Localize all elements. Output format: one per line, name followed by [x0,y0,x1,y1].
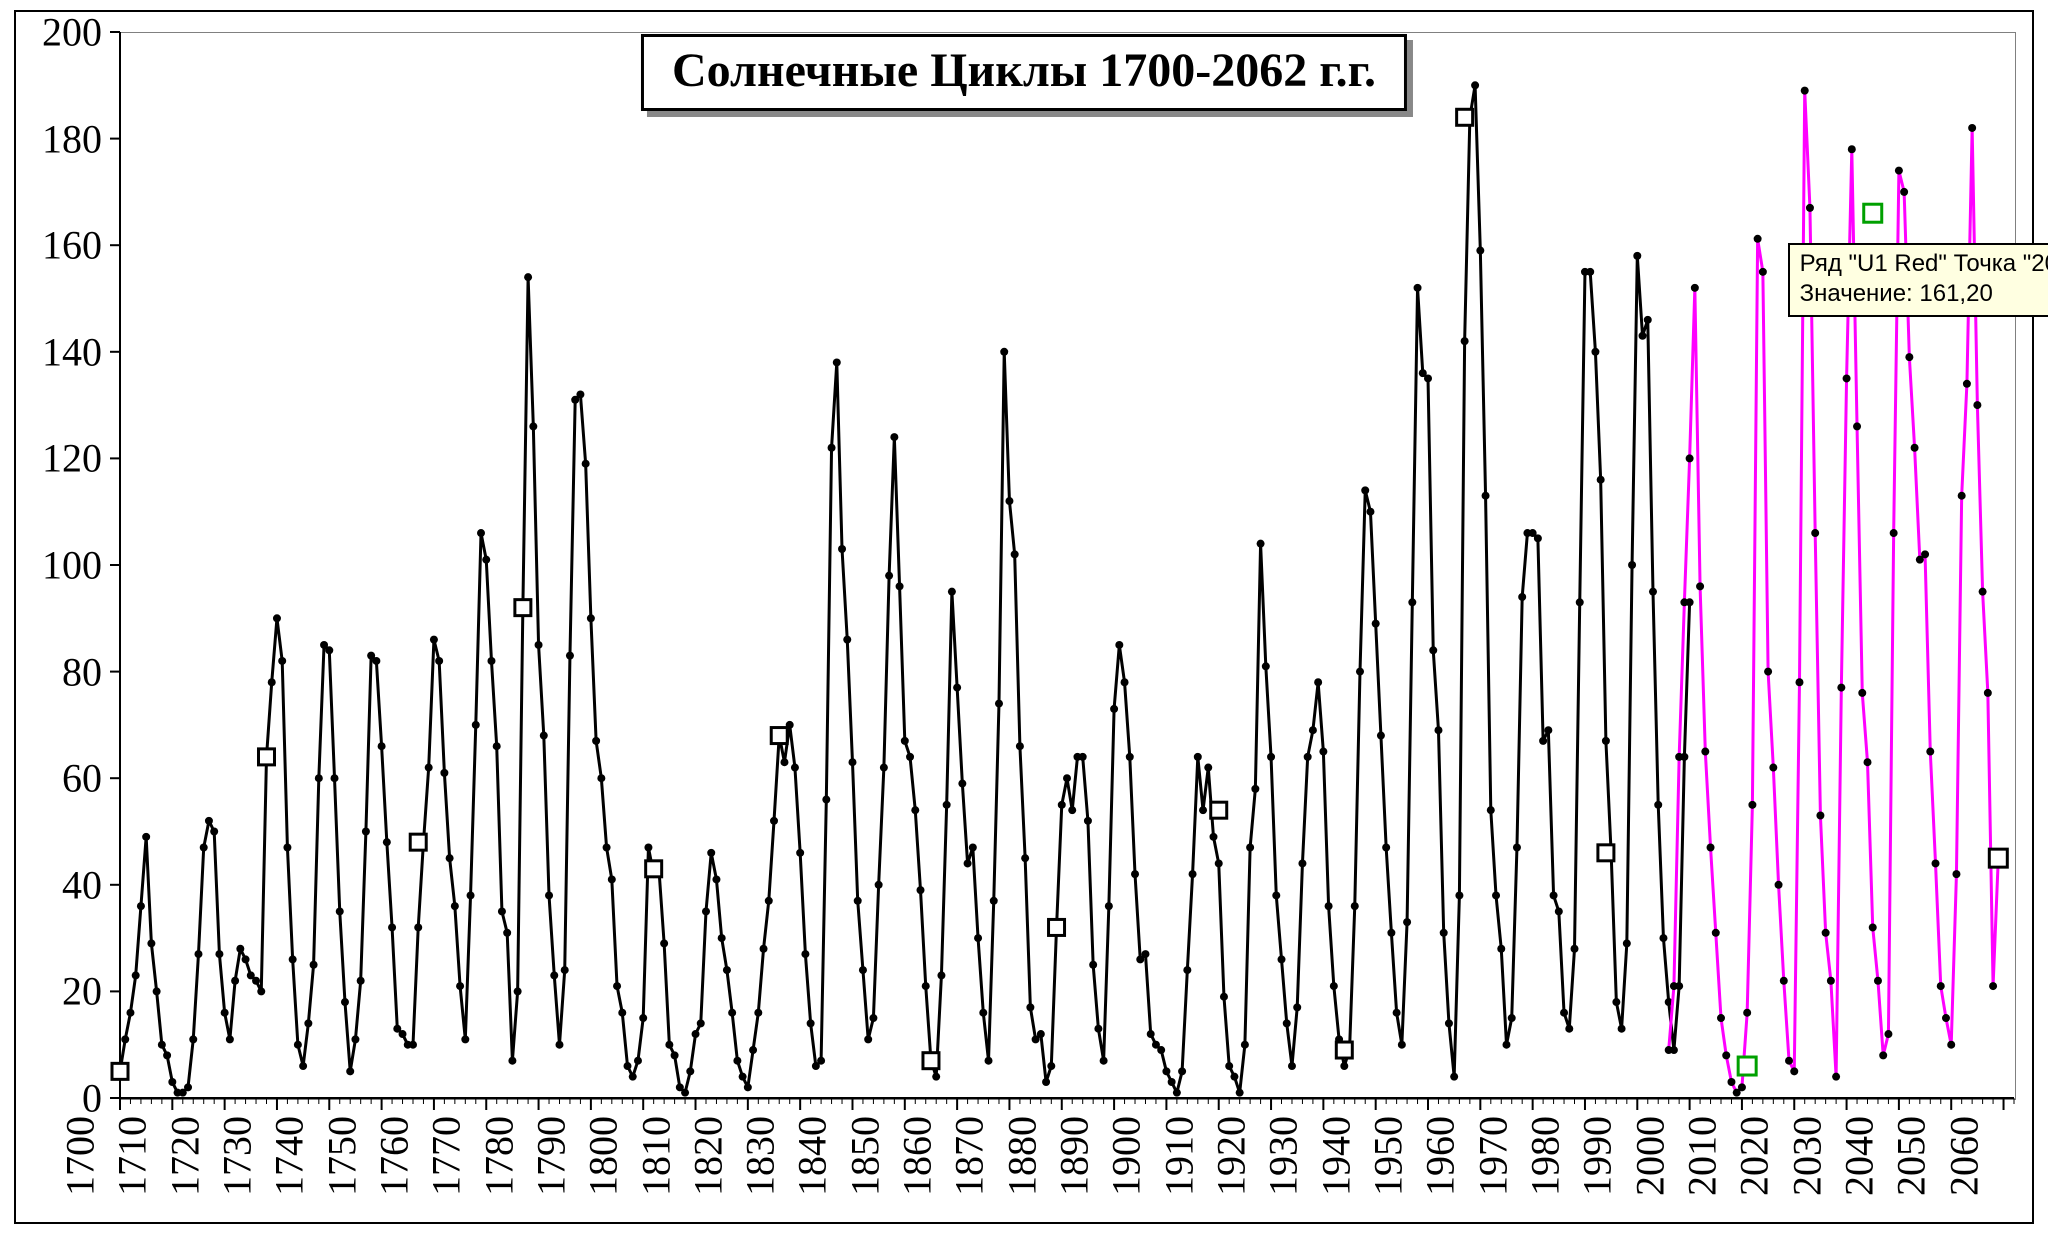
x-tick-label: 1960 [1417,1116,1464,1196]
y-tick-label: 100 [0,542,102,589]
tooltip-line1: Ряд "U1 Red" Точка "2013" [1800,249,2048,279]
x-tick-label: 1720 [161,1116,208,1196]
x-tick-label: 1700 [57,1116,104,1196]
x-tick-label: 2020 [1731,1116,1778,1196]
chart-title-box: Солнечные Циклы 1700-2062 г.г. [641,34,1407,111]
x-tick-label: 1820 [684,1116,731,1196]
x-tick-label: 2040 [1835,1116,1882,1196]
x-tick-label: 1790 [527,1116,574,1196]
x-tick-label: 1940 [1312,1116,1359,1196]
x-tick-label: 1750 [318,1116,365,1196]
x-tick-label: 2050 [1888,1116,1935,1196]
x-tick-label: 1730 [213,1116,260,1196]
y-tick-label: 20 [0,968,102,1015]
y-tick-label: 0 [0,1075,102,1122]
y-tick-label: 60 [0,755,102,802]
x-tick-label: 1770 [423,1116,470,1196]
x-tick-label: 1980 [1521,1116,1568,1196]
x-tick-label: 1780 [475,1116,522,1196]
x-tick-label: 2030 [1783,1116,1830,1196]
x-tick-label: 1970 [1469,1116,1516,1196]
y-tick-label: 40 [0,861,102,908]
x-tick-label: 1800 [580,1116,627,1196]
tooltip-line2: Значение: 161,20 [1800,279,2048,309]
y-tick-label: 80 [0,648,102,695]
chart-title: Солнечные Циклы 1700-2062 г.г. [672,43,1376,98]
x-tick-label: 1930 [1260,1116,1307,1196]
x-tick-label: 1900 [1103,1116,1150,1196]
x-tick-label: 1910 [1155,1116,1202,1196]
x-tick-label: 1810 [632,1116,679,1196]
x-tick-label: 1830 [737,1116,784,1196]
x-tick-label: 1950 [1365,1116,1412,1196]
page-root: Солнечные Циклы 1700-2062 г.г. Ряд "U1 R… [0,0,2048,1234]
x-tick-label: 1740 [266,1116,313,1196]
hover-tooltip: Ряд "U1 Red" Точка "2013" Значение: 161,… [1788,243,2048,317]
y-tick-label: 140 [0,328,102,375]
x-tick-label: 2000 [1626,1116,1673,1196]
y-tick-label: 200 [0,9,102,56]
x-tick-label: 1880 [998,1116,1045,1196]
x-tick-label: 1860 [894,1116,941,1196]
x-tick-label: 2010 [1678,1116,1725,1196]
x-tick-label: 1920 [1208,1116,1255,1196]
x-tick-label: 1850 [841,1116,888,1196]
x-tick-label: 1760 [370,1116,417,1196]
x-tick-label: 1870 [946,1116,993,1196]
x-tick-label: 1710 [109,1116,156,1196]
x-tick-label: 1840 [789,1116,836,1196]
x-tick-label: 1890 [1051,1116,1098,1196]
x-tick-label: 1990 [1574,1116,1621,1196]
y-tick-label: 160 [0,222,102,269]
y-tick-label: 120 [0,435,102,482]
y-tick-label: 180 [0,115,102,162]
x-tick-label: 2060 [1940,1116,1987,1196]
chart-svg [0,0,2048,1234]
